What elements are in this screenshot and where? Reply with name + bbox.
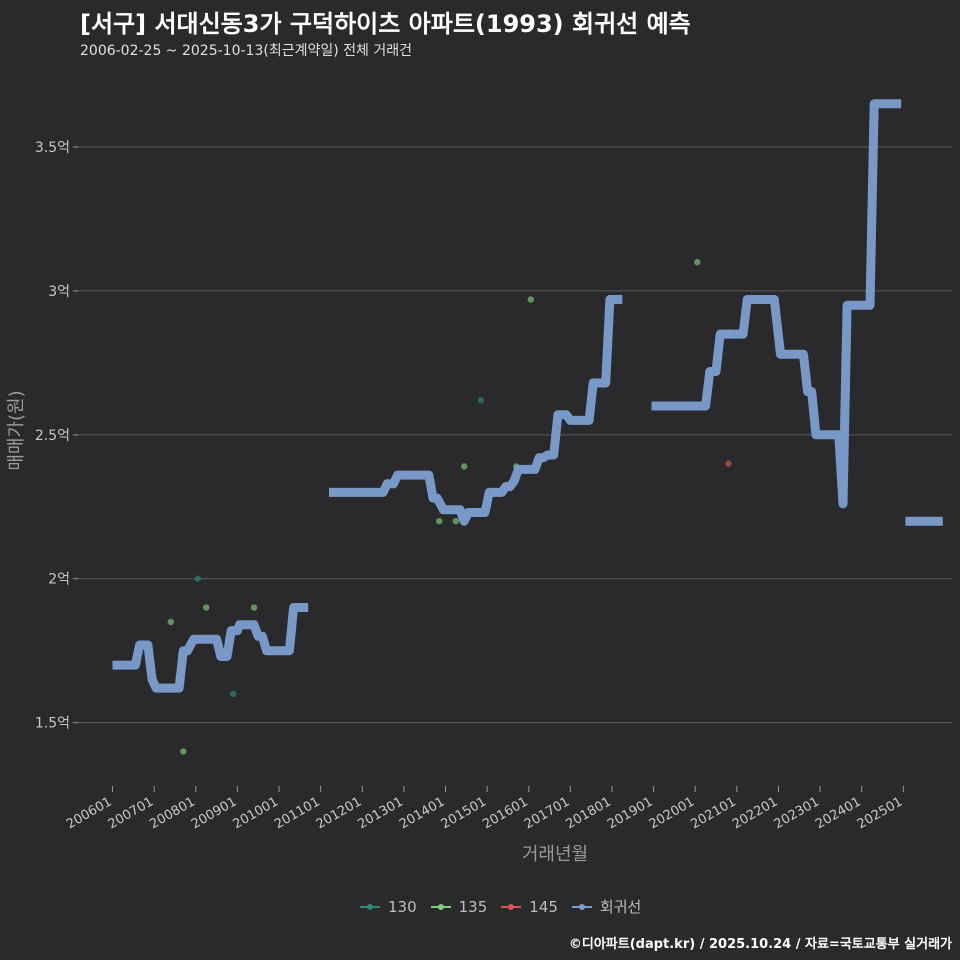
x-tick-label: 202201 — [730, 794, 780, 832]
x-tick-label: 201301 — [355, 794, 405, 832]
data-point-130 — [230, 690, 237, 698]
legend-key-regression — [571, 897, 592, 917]
x-tick-label: 201501 — [439, 794, 489, 832]
x-tick-label: 200701 — [106, 794, 156, 832]
data-point-135 — [202, 604, 210, 611]
legend-label-135: 135 — [458, 897, 488, 916]
y-tick-label: 3.5억 — [35, 140, 70, 156]
data-point-135 — [180, 748, 187, 755]
x-axis-title: 거래년월 — [522, 844, 588, 865]
x-tick-label: 201801 — [563, 794, 613, 832]
legend-item-135: 135 — [430, 897, 488, 917]
legend-key-145 — [501, 897, 522, 917]
x-tick-label: 200601 — [64, 794, 114, 832]
legend-label-145: 145 — [529, 897, 558, 916]
regression-line — [651, 99, 902, 509]
data-point-135 — [436, 517, 443, 525]
y-tick-label: 2.5억 — [35, 428, 70, 444]
data-point-135 — [461, 463, 468, 470]
x-tick-label: 201201 — [314, 794, 364, 832]
data-point-135 — [250, 604, 258, 611]
legend-item-130: 130 — [360, 897, 417, 917]
x-tick-label: 201001 — [231, 794, 281, 832]
x-tick-label: 202501 — [855, 794, 905, 832]
x-tick-label: 200801 — [147, 794, 197, 832]
legend-label-regression: 회귀선 — [599, 898, 642, 916]
data-point-130 — [194, 575, 202, 582]
y-tick-label: 2억 — [48, 572, 70, 588]
data-point-135 — [452, 517, 460, 525]
x-tick-label: 201701 — [522, 794, 572, 832]
data-point-135 — [694, 258, 701, 266]
legend-key-130 — [360, 897, 380, 917]
y-tick-label: 1.5억 — [35, 716, 70, 732]
x-tick-label: 201401 — [397, 794, 447, 832]
regression-line — [329, 295, 623, 526]
x-tick-label: 202001 — [647, 794, 697, 832]
chart-subtitle: 2006-02-25 ~ 2025-10-13(최근계약일) 전체 거래건 — [80, 43, 412, 59]
y-axis-title: 매매가(원) — [6, 390, 27, 470]
x-tick-label: 202301 — [772, 794, 822, 832]
data-point-145 — [725, 460, 732, 467]
legend-key-135 — [430, 897, 451, 917]
data-point-135 — [167, 618, 175, 626]
x-tick-label: 202101 — [688, 794, 738, 832]
legend: 130 135 145 회귀선 — [360, 896, 641, 917]
x-tick-label: 200901 — [189, 794, 239, 832]
legend-item-145: 145 — [501, 897, 558, 917]
y-tick-label: 3억 — [48, 284, 70, 300]
legend-label-130: 130 — [388, 897, 417, 916]
source-caption: ©디아파트(dapt.kr) / 2025.10.24 / 자료=국토교통부 실… — [568, 937, 952, 952]
chart-title: [서구] 서대신동3가 구덕하이츠 아파트(1993) 회귀선 예측 — [80, 10, 691, 38]
x-tick-label: 201901 — [605, 794, 655, 832]
x-tick-label: 202401 — [813, 794, 863, 832]
legend-item-regression: 회귀선 — [571, 896, 642, 917]
x-tick-label: 201101 — [272, 794, 322, 832]
data-point-130 — [477, 397, 485, 404]
regression-line — [112, 603, 309, 693]
x-tick-label: 201601 — [480, 794, 530, 832]
data-point-135 — [527, 296, 535, 303]
